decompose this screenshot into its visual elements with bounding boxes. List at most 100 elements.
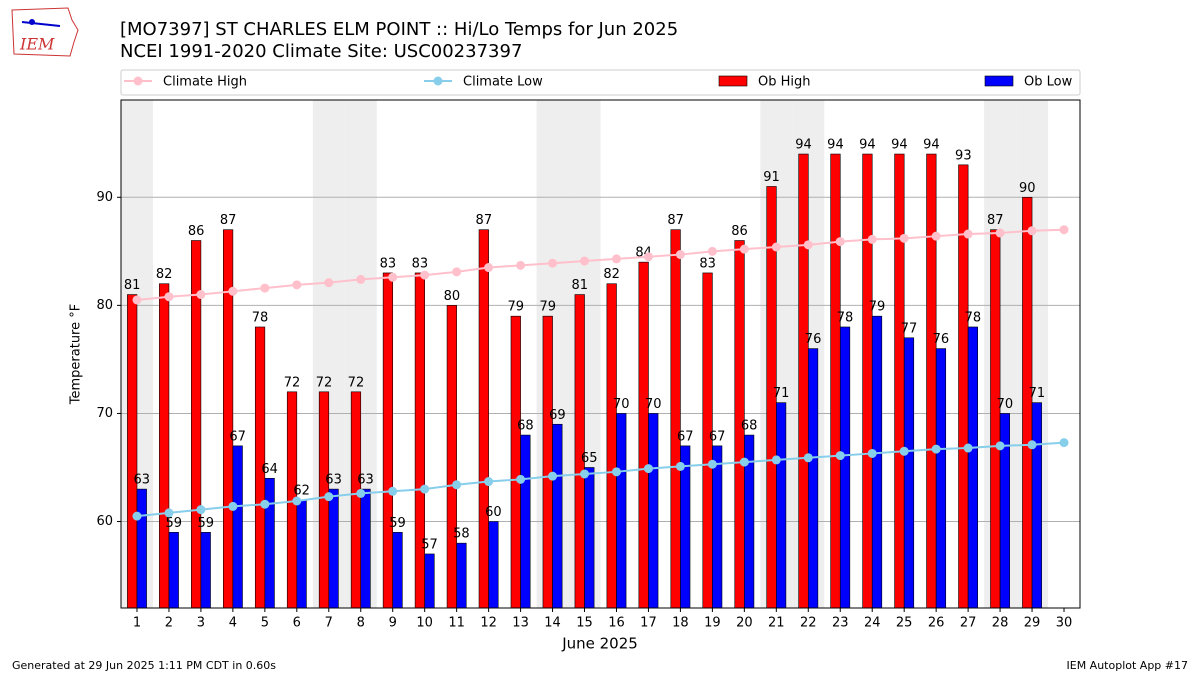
climate-line: [136, 228, 1065, 301]
bar: [830, 153, 841, 609]
climate-point: [899, 446, 909, 456]
bar: [296, 499, 307, 609]
climate-point: [228, 286, 238, 296]
bar: [712, 445, 723, 609]
bar: [648, 413, 659, 609]
value-label: 86: [188, 224, 205, 239]
value-label: 58: [453, 527, 470, 542]
bar: [670, 229, 681, 609]
climate-point: [643, 464, 653, 474]
x-tick-label: 27: [960, 616, 977, 631]
bar: [414, 272, 425, 609]
value-label: 63: [134, 473, 151, 488]
legend-label: Climate Low: [463, 75, 543, 90]
x-tick-label: 19: [704, 616, 721, 631]
bar: [488, 521, 499, 609]
x-tick-label: 25: [896, 616, 913, 631]
legend-swatch: [718, 75, 748, 87]
climate-point: [132, 295, 142, 305]
climate-point: [611, 467, 621, 477]
x-tick-label: 6: [293, 616, 301, 631]
value-label: 94: [891, 138, 908, 153]
value-label: 78: [837, 310, 854, 325]
value-label: 90: [1019, 181, 1036, 196]
climate-point: [260, 283, 270, 293]
climate-point: [292, 280, 302, 290]
climate-point: [675, 461, 685, 471]
x-tick-label: 10: [416, 616, 433, 631]
x-tick-label: 11: [448, 616, 465, 631]
climate-point: [324, 492, 334, 502]
climate-point: [388, 272, 398, 282]
value-label: 79: [508, 300, 525, 315]
climate-point: [132, 511, 142, 521]
x-tick-label: 15: [576, 616, 593, 631]
bar: [159, 283, 170, 609]
value-label: 91: [763, 170, 780, 185]
climate-point: [995, 441, 1005, 451]
climate-point: [420, 270, 430, 280]
x-tick-label: 29: [1024, 616, 1041, 631]
value-label: 70: [997, 397, 1014, 412]
logo: IEM: [11, 7, 79, 57]
bar: [990, 229, 1001, 609]
x-axis-label: June 2025: [561, 635, 638, 653]
y-tick-label: 60: [96, 514, 113, 529]
value-label: 77: [901, 321, 918, 336]
legend-swatch: [984, 75, 1014, 87]
climate-point: [1027, 440, 1037, 450]
x-tick-label: 14: [544, 616, 561, 631]
value-label: 76: [933, 332, 950, 347]
climate-point: [739, 457, 749, 467]
value-label: 65: [581, 451, 598, 466]
climate-point: [707, 459, 717, 469]
x-tick-label: 3: [197, 616, 205, 631]
value-label: 93: [955, 148, 972, 163]
x-tick-label: 26: [928, 616, 945, 631]
y-tick-label: 70: [96, 406, 113, 421]
value-label: 59: [389, 516, 406, 531]
climate-point: [643, 252, 653, 262]
climate-point: [931, 231, 941, 241]
value-label: 70: [645, 397, 662, 412]
value-label: 68: [741, 419, 758, 434]
bar: [871, 315, 883, 609]
x-tick-label: 22: [800, 616, 817, 631]
climate-point: [292, 496, 302, 506]
value-label: 63: [325, 473, 342, 488]
bar: [542, 315, 553, 609]
value-label: 67: [229, 429, 246, 444]
climate-point: [164, 508, 174, 518]
climate-point: [452, 267, 462, 277]
value-label: 69: [549, 408, 566, 423]
y-tick-label: 80: [96, 298, 113, 313]
x-tick-label: 7: [325, 616, 333, 631]
bar: [638, 261, 649, 609]
bar: [446, 305, 457, 609]
climate-point: [835, 451, 845, 461]
value-label: 82: [156, 267, 173, 282]
bar: [264, 477, 275, 609]
climate-point: [931, 444, 941, 454]
climate-point: [452, 480, 462, 490]
bar: [926, 153, 937, 609]
x-tick-label: 18: [672, 616, 689, 631]
x-tick-label: 13: [512, 616, 529, 631]
y-tick-label: 90: [96, 190, 113, 205]
value-label: 86: [731, 224, 748, 239]
value-label: 87: [220, 213, 237, 228]
value-label: 76: [805, 332, 822, 347]
value-label: 79: [869, 300, 886, 315]
bar: [776, 402, 787, 609]
x-tick-label: 8: [357, 616, 365, 631]
bar: [616, 413, 627, 609]
y-axis-label: Temperature °F: [69, 304, 84, 405]
climate-point: [803, 240, 813, 250]
legend-marker: [433, 76, 443, 86]
climate-point: [963, 443, 973, 453]
bar: [392, 532, 403, 609]
climate-point: [196, 505, 206, 515]
legend-marker: [133, 76, 143, 86]
